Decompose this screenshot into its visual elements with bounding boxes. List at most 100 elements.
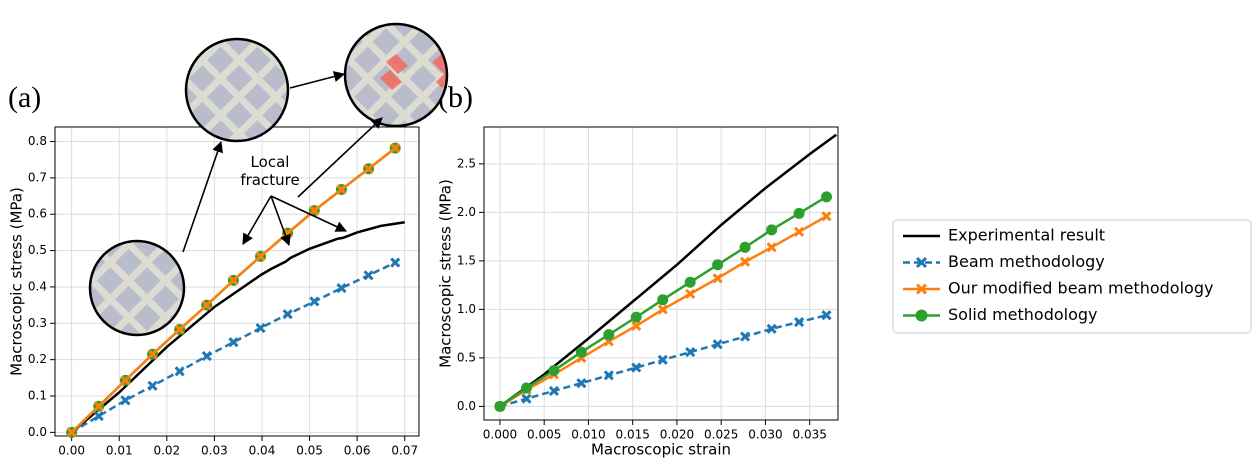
x-tick-label: 0.07 [391, 444, 418, 458]
marker [821, 211, 832, 222]
marker [657, 304, 668, 315]
line [70, 221, 405, 434]
marker [740, 256, 751, 267]
marker [228, 275, 239, 286]
y-tick-label: 0.7 [28, 170, 47, 184]
marker [712, 273, 723, 284]
marker [201, 350, 212, 362]
x-tick-label: 0.000 [483, 428, 517, 442]
y-tick-label: 1.0 [457, 302, 476, 316]
y-tick-label: 1.5 [457, 253, 476, 267]
x-tick-label: 0.01 [106, 444, 133, 458]
micrograph [186, 39, 288, 141]
marker [766, 224, 778, 236]
marker [603, 329, 615, 341]
marker [821, 310, 832, 321]
x-axis-label: Macroscopic strain [167, 457, 307, 459]
marker [494, 400, 506, 412]
x-tick-label: 0.00 [58, 444, 85, 458]
marker [255, 251, 266, 262]
y-tick-label: 0.6 [28, 207, 47, 221]
y-axis-label: Macroscopic stress (MPa) [8, 187, 26, 376]
marker [793, 207, 805, 219]
marker [363, 270, 374, 281]
marker [575, 346, 587, 358]
marker [336, 184, 347, 195]
marker [548, 365, 560, 377]
line [499, 133, 837, 408]
legend: Experimental result Beam methodology Our m… [892, 219, 1252, 334]
marker [120, 375, 131, 386]
marker [548, 385, 559, 396]
x-tick-label: 0.005 [527, 428, 561, 442]
plots: 0.00 0.01 0.02 0.03 0.04 0.05 0.06 0.07 0.0 0.1 0.… [8, 81, 839, 459]
arrows [182, 71, 383, 253]
y-tick-label: 2.5 [457, 156, 476, 170]
marker [174, 324, 185, 335]
y-tick-label: 0.5 [457, 350, 476, 364]
marker [363, 163, 374, 174]
x-axis-label: Macroscopic strain [591, 441, 731, 459]
micrographs [88, 22, 449, 337]
x-tick-label: 0.04 [249, 444, 276, 458]
marker [685, 288, 696, 299]
y-tick-label: 0.0 [457, 399, 476, 413]
panel-label: (a) [8, 81, 41, 114]
marker [685, 347, 696, 358]
marker [793, 226, 805, 237]
x-tick-label: 0.05 [296, 444, 323, 458]
x-tick-label: 0.030 [748, 428, 782, 442]
x-tick-label: 0.025 [704, 428, 738, 442]
marker [174, 366, 185, 377]
y-tick-label: 0.4 [28, 279, 47, 293]
legend-label: Experimental result [948, 226, 1105, 245]
x-tick-label: 0.03 [201, 444, 228, 458]
legend-label: Our modified beam methodology [948, 279, 1213, 298]
marker [631, 362, 642, 373]
marker [147, 380, 158, 391]
y-axis-label: Macroscopic stress (MPa) [437, 179, 455, 368]
marker [712, 259, 724, 271]
micrograph-border [184, 37, 290, 143]
marker [740, 331, 751, 342]
legend-marker [915, 309, 928, 322]
marker [793, 316, 805, 328]
y-tick-label: 0.5 [28, 243, 47, 257]
micrograph-border [88, 239, 186, 337]
marker [390, 143, 401, 154]
micrograph [90, 241, 184, 335]
y-tick-label: 0.8 [28, 134, 47, 148]
marker [820, 191, 832, 203]
marker [255, 322, 266, 334]
marker [66, 427, 77, 438]
marker [228, 337, 239, 348]
legend-marker [915, 256, 928, 269]
chart: 0.00 0.01 0.02 0.03 0.04 0.05 0.06 0.07 0.0 0.1 0.… [8, 81, 420, 459]
marker [520, 382, 532, 394]
x-tick-label: 0.010 [571, 428, 605, 442]
x-tick-label: 0.015 [616, 428, 650, 442]
marker [93, 401, 104, 412]
annotation: Local fracture [240, 153, 299, 189]
marker [631, 320, 642, 331]
marker [521, 393, 532, 404]
y-tick-label: 0.0 [28, 425, 47, 439]
marker [630, 311, 642, 323]
marker [684, 276, 696, 288]
axes-frame [483, 126, 839, 421]
y-tick-label: 0.3 [28, 316, 47, 330]
marker [201, 300, 212, 311]
marker [657, 354, 668, 365]
legend-label: Solid methodology [948, 305, 1098, 324]
marker [147, 349, 158, 360]
marker [120, 395, 131, 406]
marker [576, 378, 587, 389]
marker [309, 296, 320, 307]
micrograph [345, 24, 447, 126]
marker [739, 241, 751, 253]
marker [766, 323, 777, 334]
x-tick-label: 0.02 [153, 444, 180, 458]
marker [603, 370, 614, 381]
y-tick-label: 0.2 [28, 352, 47, 366]
